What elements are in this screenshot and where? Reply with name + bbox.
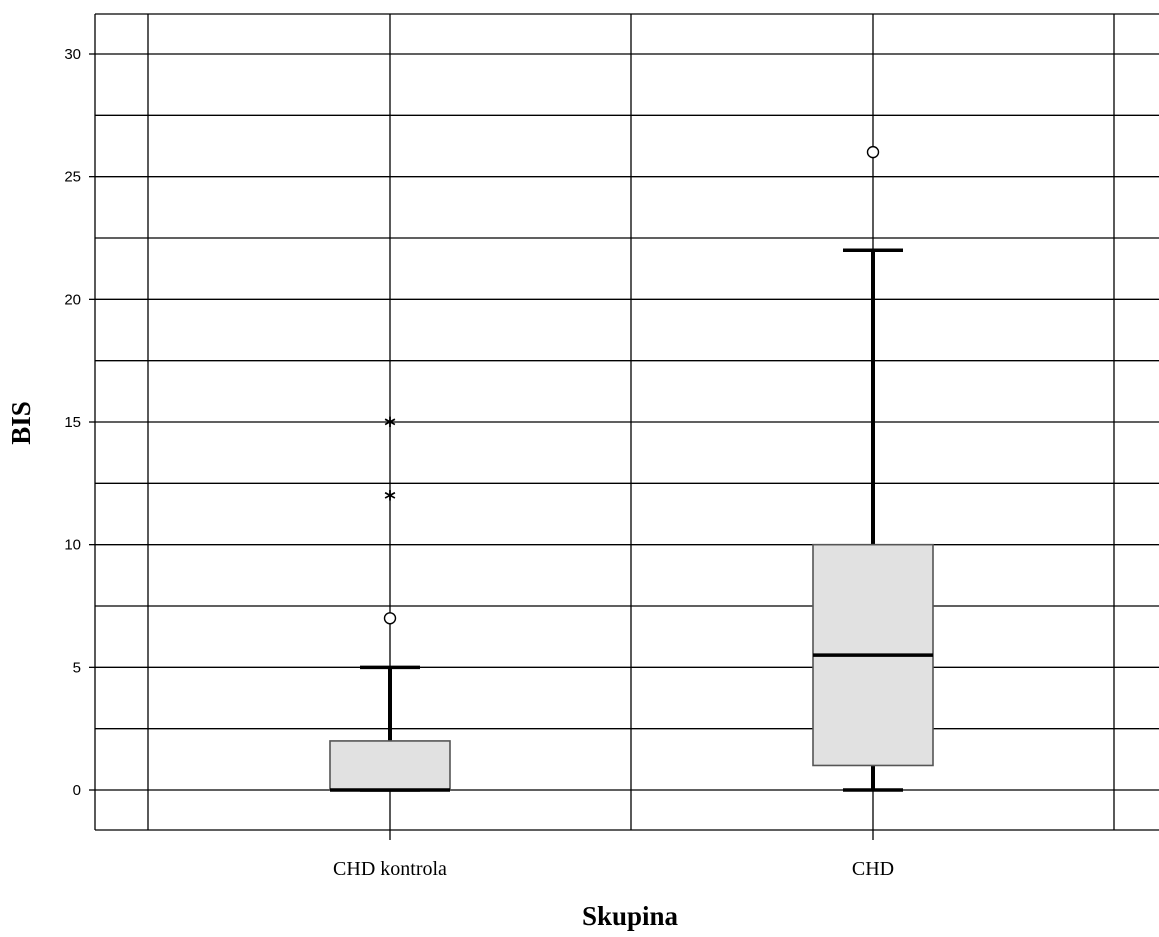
outlier-point <box>385 613 396 624</box>
y-tick-label: 30 <box>64 46 81 63</box>
x-axis-title: Skupina <box>582 901 679 931</box>
axes <box>89 14 1159 840</box>
grid-lines <box>95 14 1159 830</box>
extreme-point: * <box>384 414 396 439</box>
y-tick-label: 10 <box>64 537 81 554</box>
interquartile-box <box>330 741 450 790</box>
tick-labels: 0 5 10 15 20 25 30 CHD kontrola CHD <box>64 46 894 880</box>
y-tick-label: 20 <box>64 291 81 308</box>
y-tick-label: 15 <box>64 414 81 431</box>
y-tick-label: 25 <box>64 169 81 186</box>
x-tick-label: CHD kontrola <box>333 858 447 880</box>
outlier-point <box>868 147 879 158</box>
y-tick-label: 0 <box>73 782 81 799</box>
x-tick-label: CHD <box>852 858 894 880</box>
y-axis-title: BIS <box>6 401 36 445</box>
y-tick-label: 5 <box>73 659 81 676</box>
extreme-point: * <box>384 488 396 513</box>
